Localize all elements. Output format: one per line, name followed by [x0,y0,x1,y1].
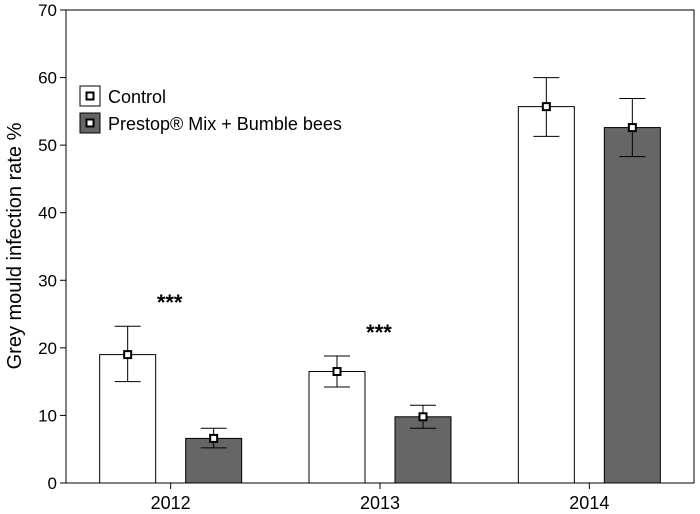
mean-marker [627,123,637,133]
bars [99,77,661,484]
y-tick-label: 70 [38,1,57,20]
legend-label: Prestop® Mix + Bumble bees [108,114,342,134]
y-tick-label: 40 [38,204,57,223]
y-tick-label: 60 [38,69,57,88]
y-tick-label: 20 [38,339,57,358]
plot-frame [65,9,695,484]
x-tick-label: 2013 [360,493,400,513]
y-axis: 0 10 20 30 40 50 60 70 [38,1,66,493]
y-axis-label: Grey mould infection rate % [4,122,26,369]
legend-marker [85,118,95,128]
mean-marker [209,433,219,443]
legend-label: Control [108,87,166,107]
y-tick-label: 30 [38,271,57,290]
legend: Control Prestop® Mix + Bumble bees [79,85,342,134]
mean-marker [123,350,133,360]
y-tick-label: 10 [38,406,57,425]
x-tick-label: 2014 [569,493,609,513]
y-tick-label: 50 [38,136,57,155]
significance-mark: *** [157,290,183,315]
x-tick-label: 2012 [151,493,191,513]
bar [603,127,661,484]
mean-marker [418,412,428,422]
significance-annotations: *** *** [157,290,392,345]
significance-mark: *** [366,320,392,345]
legend-marker [85,91,95,101]
bar [517,106,575,484]
mean-marker [541,102,551,112]
y-tick-label: 0 [48,474,57,493]
mean-marker [332,367,342,377]
bar [308,371,366,484]
x-axis: 2012 2013 2014 [151,483,609,513]
